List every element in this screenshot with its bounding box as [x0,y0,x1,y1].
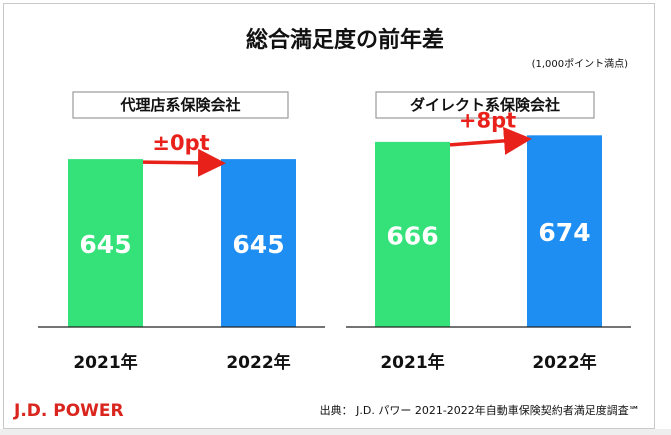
chart-title: 総合満足度の前年差 [246,27,444,53]
unit-note: (1,000ポイント満点) [532,58,629,70]
panel-title: ダイレクト系保険会社 [410,96,560,114]
change-arrow [142,148,226,177]
bar [68,159,143,327]
category-label: 2022年 [532,352,596,373]
category-label: 2021年 [73,352,137,373]
bottom-strip [0,429,671,435]
bar-value-label: 645 [79,230,131,259]
bar-value-label: 645 [232,230,284,259]
bar-value-label: 674 [538,218,590,247]
source-note: 出典： J.D. パワー 2021-2022年自動車保険契約者満足度調査℠ [320,403,640,417]
panel-title-box [72,91,289,119]
bar-value-label: 666 [386,221,438,250]
category-label: 2022年 [226,352,290,373]
panels: 代理店系保険会社 645 2021年 645 2022年 ±0pt ダイレクト系保険会社 66… [38,91,631,373]
bar [221,159,296,327]
panel-title-box [375,91,595,119]
brand-logo: J.D. POWER [13,401,124,421]
category-label: 2021年 [380,352,444,373]
bar [527,135,602,327]
change-arrow [449,126,532,155]
panel-title: 代理店系保険会社 [119,96,240,114]
bar [375,141,450,327]
change-label: ±0pt [152,131,209,155]
change-label: +8pt [459,108,516,132]
